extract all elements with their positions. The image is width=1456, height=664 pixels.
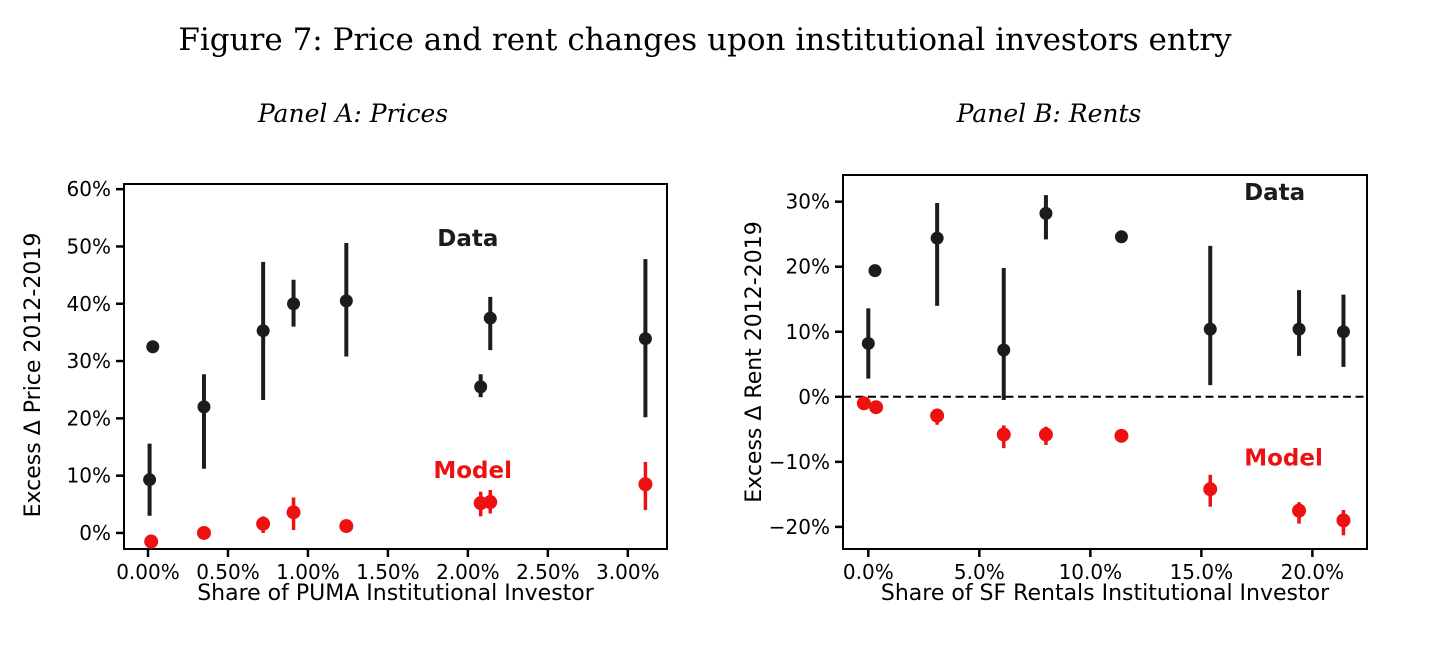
data-point — [287, 297, 301, 311]
panel-b-title: Panel B: Rents — [956, 99, 1142, 128]
y-tick-label: 10% — [786, 320, 830, 344]
y-tick-label: 20% — [786, 255, 830, 279]
y-tick-label: −10% — [769, 450, 830, 474]
data-point — [1114, 230, 1128, 244]
y-tick-label: 0% — [798, 385, 830, 409]
y-tick-label: 30% — [786, 190, 830, 214]
y-tick-label: 30% — [67, 349, 111, 373]
data-point — [256, 324, 270, 338]
panel-a-title: Panel A: Prices — [257, 99, 449, 128]
data-point — [143, 473, 157, 487]
x-tick-label: 2.00% — [436, 560, 500, 584]
model-point — [856, 396, 871, 411]
data-point — [1203, 322, 1217, 336]
data-point — [1039, 206, 1053, 220]
panel-a-x-axis-label: Share of PUMA Institutional Investor — [197, 581, 594, 606]
data-point — [146, 340, 160, 354]
plot-frame — [842, 174, 1368, 550]
x-tick-label: 0.0% — [843, 560, 894, 584]
model-point — [339, 519, 354, 534]
x-tick-label: 1.00% — [276, 560, 340, 584]
model-point — [1292, 503, 1307, 518]
model-point — [1114, 428, 1129, 443]
y-tick-label: 20% — [67, 406, 111, 430]
data-point — [868, 264, 882, 278]
data-point — [197, 400, 211, 414]
panel-a-plot: 0.00% 0.50% 1.00% 1.50% 2.00% 2.50% 3.00% 0% 10%… — [67, 177, 668, 584]
legend-data-label: Data — [1244, 180, 1305, 206]
x-tick-label: 5.0% — [954, 560, 1005, 584]
model-point — [1336, 513, 1351, 528]
model-point — [1038, 427, 1053, 442]
y-tick-label: 0% — [79, 521, 111, 545]
model-point — [930, 408, 945, 423]
data-point — [483, 311, 497, 325]
plot-frame — [123, 183, 668, 550]
model-point — [256, 516, 271, 531]
data-point — [997, 343, 1011, 357]
data-point — [930, 231, 944, 245]
data-point — [474, 380, 488, 394]
legend-model-label: Model — [1244, 445, 1323, 471]
panel-b-x-axis-label: Share of SF Rentals Institutional Invest… — [880, 581, 1330, 606]
y-tick-label: 50% — [67, 234, 111, 258]
x-tick-label: 0.50% — [196, 560, 260, 584]
figure-title: Figure 7: Price and rent changes upon in… — [178, 22, 1232, 58]
data-point — [1336, 325, 1350, 339]
y-tick-label: −20% — [769, 515, 830, 539]
x-tick-label: 0.00% — [116, 560, 180, 584]
y-tick-label: 40% — [67, 292, 111, 316]
model-point — [996, 427, 1011, 442]
model-point — [869, 400, 884, 415]
data-point — [1292, 322, 1306, 336]
data-point — [861, 336, 875, 350]
x-tick-label: 1.50% — [356, 560, 420, 584]
x-tick-label: 2.50% — [516, 560, 580, 584]
x-tick-label: 10.0% — [1059, 560, 1123, 584]
model-point — [483, 495, 498, 510]
model-point — [196, 525, 211, 540]
legend-data-label: Data — [437, 226, 498, 252]
x-tick-label: 15.0% — [1170, 560, 1234, 584]
y-tick-label: 10% — [67, 464, 111, 488]
x-tick-label: 3.00% — [596, 560, 660, 584]
model-point — [638, 477, 653, 492]
model-point — [1203, 482, 1218, 497]
data-point — [638, 332, 652, 346]
panel-b-plot: 0.0% 5.0% 10.0% 15.0% 20.0% −20% −10% 0% 10% 20% 3… — [769, 174, 1368, 584]
x-tick-label: 20.0% — [1281, 560, 1345, 584]
legend-model-label: Model — [433, 458, 512, 484]
data-point — [339, 294, 353, 308]
model-point — [144, 534, 159, 549]
y-tick-label: 60% — [67, 177, 111, 201]
model-point — [286, 505, 301, 520]
